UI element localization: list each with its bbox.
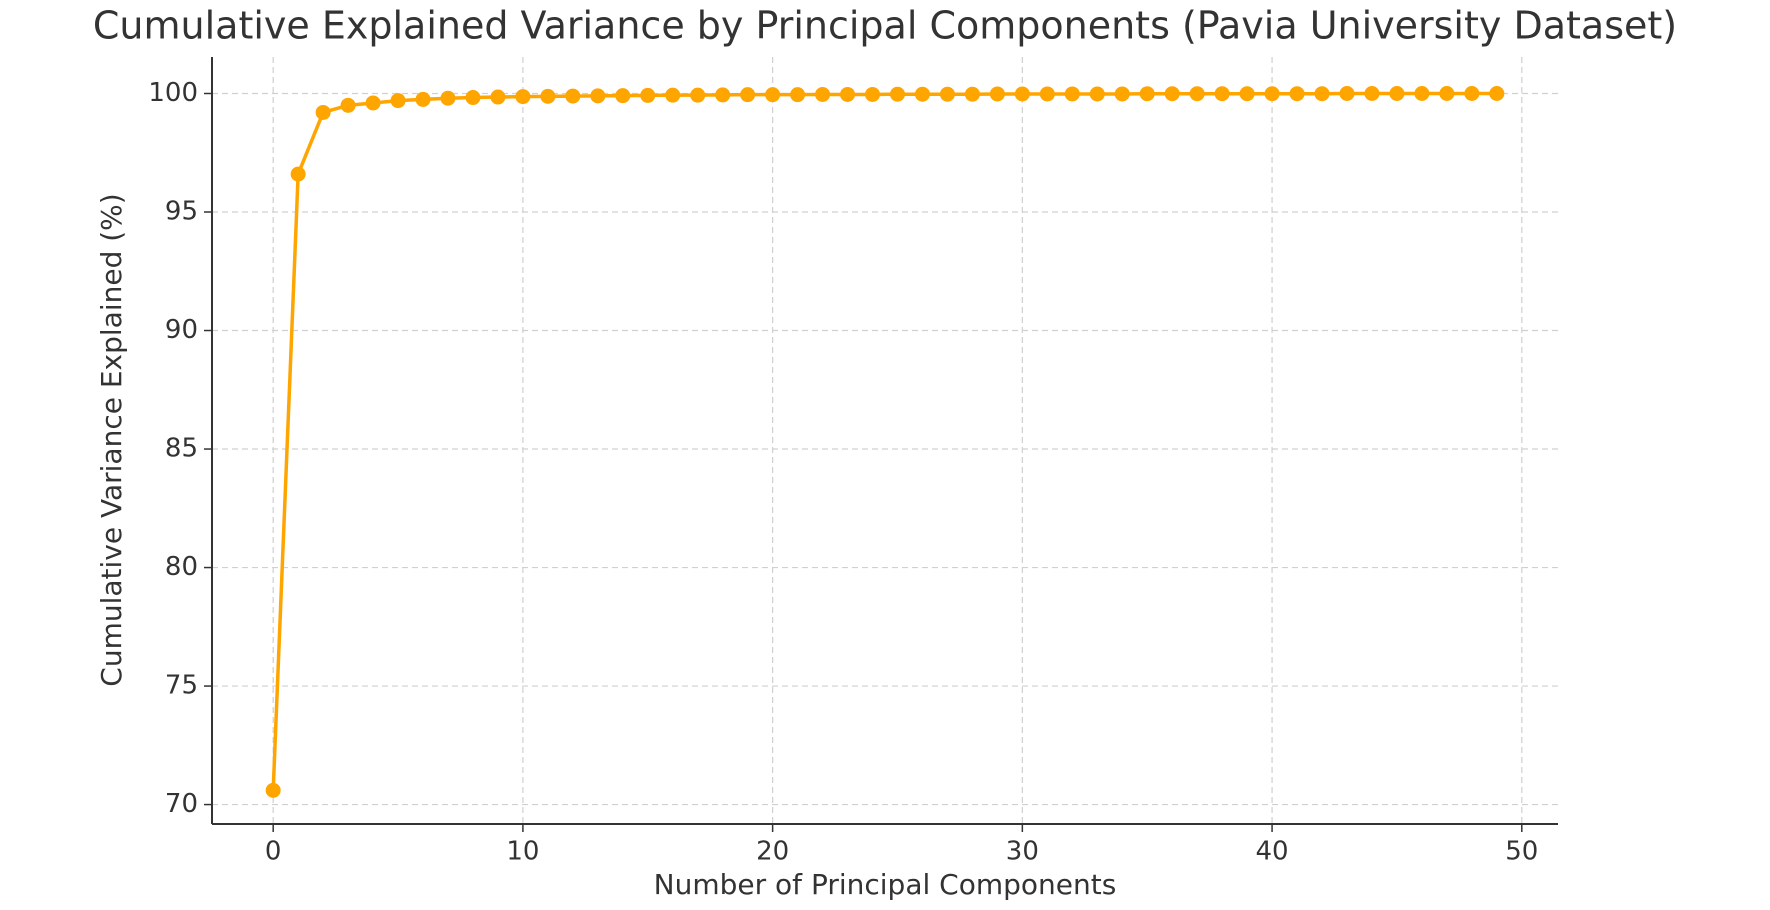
y-tick-label: 85 (165, 434, 198, 464)
data-point (715, 87, 731, 103)
y-tick-label: 80 (165, 552, 198, 582)
data-point (1389, 86, 1405, 102)
data-point (540, 88, 556, 104)
data-point (590, 88, 606, 104)
data-point (1089, 86, 1105, 102)
x-tick-label: 40 (1256, 837, 1289, 867)
y-axis-label: Cumulative Variance Explained (%) (95, 193, 128, 686)
data-point (1139, 86, 1155, 102)
data-point (1289, 86, 1305, 102)
data-point (765, 87, 781, 103)
data-point (565, 88, 581, 104)
y-tick-label: 95 (165, 197, 198, 227)
data-point (989, 86, 1005, 102)
data-point (1489, 86, 1505, 102)
data-point (1039, 86, 1055, 102)
chart-title: Cumulative Explained Variance by Princip… (93, 4, 1677, 48)
data-point (1239, 86, 1255, 102)
data-point (340, 97, 356, 113)
x-tick-label: 20 (756, 837, 789, 867)
data-point (865, 86, 881, 102)
data-point (1339, 86, 1355, 102)
x-tick-label: 0 (265, 837, 282, 867)
data-point (465, 90, 481, 106)
data-point (490, 89, 506, 105)
x-axis-label: Number of Principal Components (654, 868, 1117, 901)
data-point (1114, 86, 1130, 102)
data-point (1214, 86, 1230, 102)
data-point (665, 87, 681, 103)
data-point (914, 86, 930, 102)
data-point (515, 89, 531, 105)
data-point (1314, 86, 1330, 102)
data-point (1264, 86, 1280, 102)
data-point (265, 782, 281, 798)
data-point (615, 88, 631, 104)
data-point (1414, 86, 1430, 102)
data-point (1189, 86, 1205, 102)
y-tick-label: 90 (165, 315, 198, 345)
data-point (740, 87, 756, 103)
y-tick-label: 75 (165, 671, 198, 701)
data-point (939, 86, 955, 102)
data-point (315, 104, 331, 120)
data-point (840, 86, 856, 102)
data-point (790, 87, 806, 103)
data-point (1364, 86, 1380, 102)
data-point (964, 86, 980, 102)
data-point (290, 166, 306, 182)
x-tick-label: 30 (1006, 837, 1039, 867)
x-tick-label: 10 (506, 837, 539, 867)
y-tick-label: 70 (165, 789, 198, 819)
data-point (1464, 86, 1480, 102)
data-point (640, 87, 656, 103)
x-tick-label: 50 (1505, 837, 1538, 867)
data-point (1014, 86, 1030, 102)
data-point (1064, 86, 1080, 102)
data-point (365, 95, 381, 111)
data-point (440, 90, 456, 106)
data-point (690, 87, 706, 103)
data-point (1164, 86, 1180, 102)
y-tick-label: 100 (148, 78, 198, 108)
data-point (1439, 86, 1455, 102)
data-point (390, 93, 406, 109)
data-point (815, 86, 831, 102)
data-point (889, 86, 905, 102)
data-point (415, 91, 431, 107)
